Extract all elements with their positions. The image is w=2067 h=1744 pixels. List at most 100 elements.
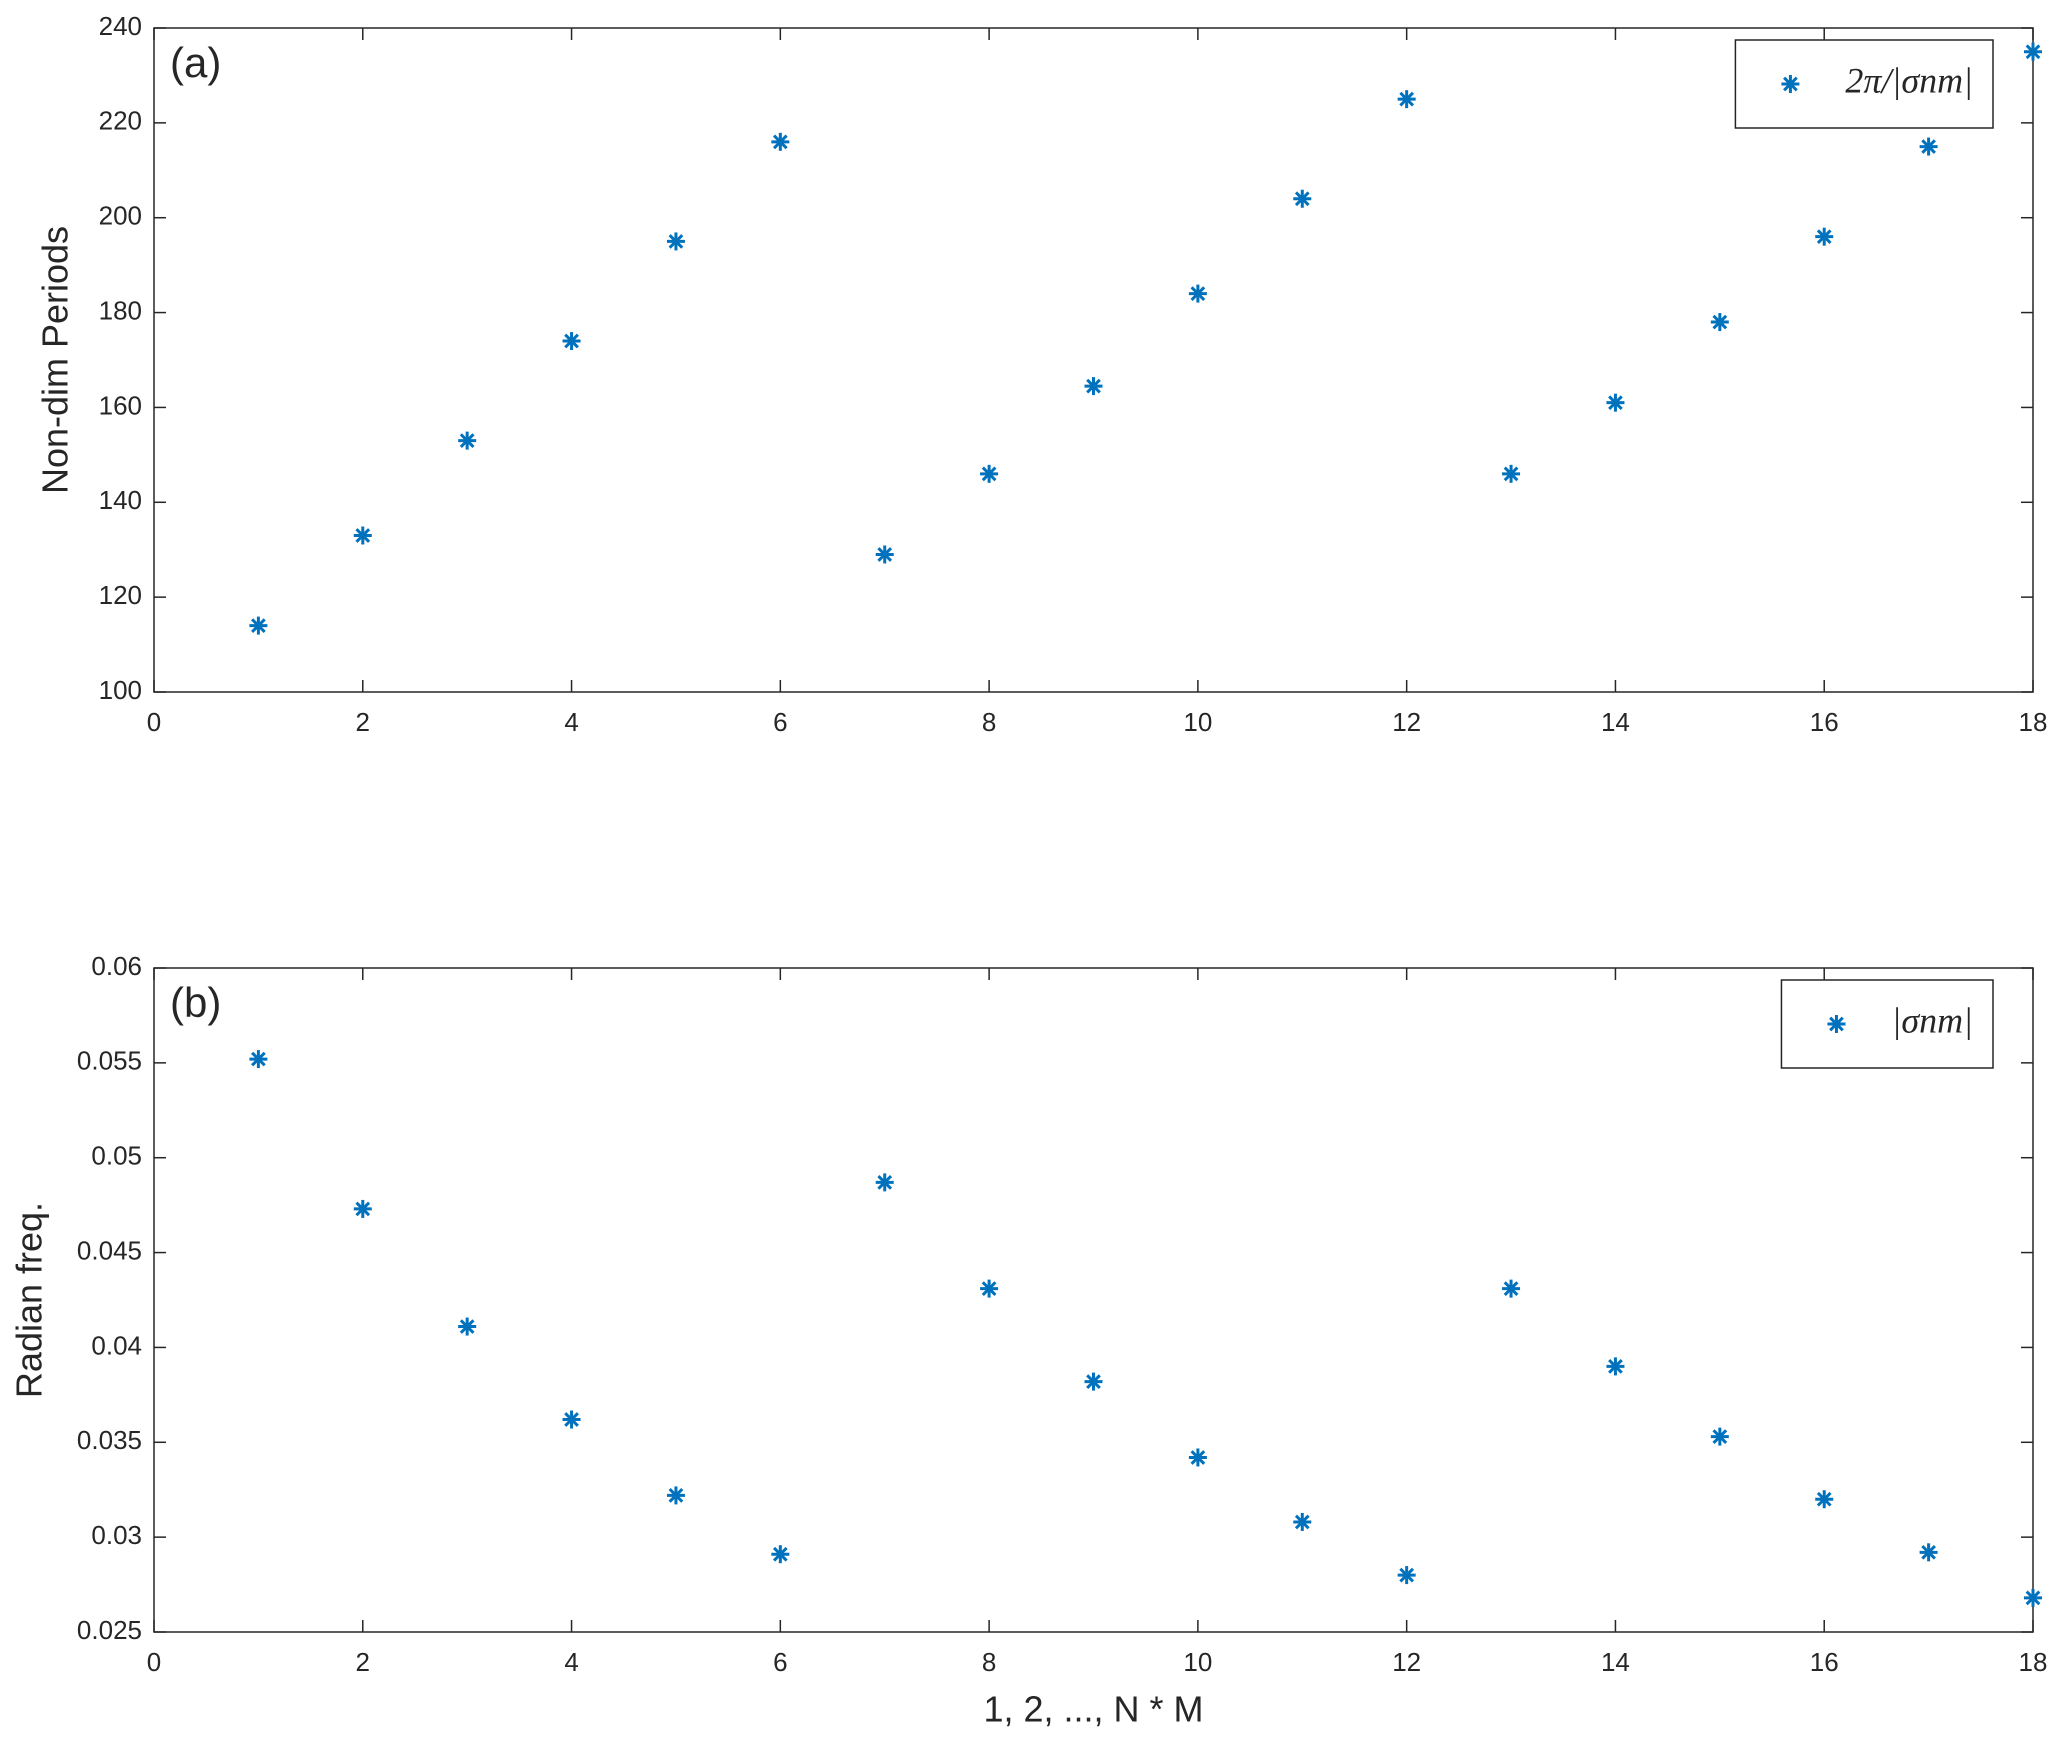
y-tick-label: 0.055 (77, 1046, 142, 1076)
marker-stroke (1816, 229, 1832, 245)
y-tick-label: 120 (99, 580, 142, 610)
marker-stroke (355, 528, 371, 543)
point (1815, 227, 1834, 246)
legend: |σnm| (1780, 979, 1994, 1069)
x-tick-label: 16 (1810, 1647, 1839, 1677)
marker-stroke (2025, 44, 2041, 60)
legend-box (1780, 979, 1994, 1069)
point (562, 1410, 581, 1429)
marker-stroke (981, 466, 997, 482)
point (875, 1173, 894, 1192)
point (1084, 1372, 1103, 1391)
y-tick-label: 240 (99, 11, 142, 41)
point (1397, 90, 1416, 109)
y-tick-label: 0.05 (91, 1141, 142, 1171)
x-tick-label: 8 (982, 707, 996, 737)
marker-stroke (459, 433, 475, 448)
point (1084, 377, 1103, 396)
x-axis-label: 1, 2, ..., N * M (983, 1689, 1203, 1730)
point (1293, 1512, 1312, 1531)
x-tick-label: 0 (147, 707, 161, 737)
point (2024, 42, 2042, 61)
point (980, 464, 999, 483)
y-tick-label: 0.03 (91, 1520, 142, 1550)
plot-area (153, 967, 2034, 1633)
x-tick-label: 6 (773, 1647, 787, 1677)
point (1397, 1566, 1416, 1585)
y-axis-label: Non-dim Periods (35, 226, 76, 494)
marker-stroke (1921, 1544, 1936, 1560)
marker-stroke (1712, 314, 1728, 330)
point (1919, 137, 1938, 156)
point (875, 545, 894, 564)
x-tick-label: 18 (2019, 707, 2048, 737)
x-tick-label: 10 (1183, 1647, 1212, 1677)
legend-label: 2π/|σnm| (1845, 60, 1973, 100)
marker-stroke (1190, 1450, 1206, 1465)
legend-box (1734, 39, 1994, 129)
y-tick-label: 0.04 (91, 1330, 142, 1360)
point (1502, 464, 1521, 483)
x-tick-label: 12 (1392, 1647, 1421, 1677)
marker-stroke (1190, 286, 1206, 301)
y-tick-label: 0.035 (77, 1425, 142, 1455)
y-axis-label: Radian freq. (9, 1202, 50, 1398)
legend-marker (1827, 1015, 1846, 1033)
y-tick-label: 100 (99, 675, 142, 705)
y-tick-label: 220 (99, 106, 142, 136)
x-tick-label: 6 (773, 707, 787, 737)
marker-stroke (668, 234, 684, 249)
x-tick-label: 18 (2019, 1647, 2048, 1677)
marker-stroke (1503, 466, 1519, 482)
x-tick-label: 0 (147, 1647, 161, 1677)
point (1293, 189, 1312, 208)
marker-stroke (1294, 191, 1310, 207)
marker-stroke (1712, 1429, 1728, 1444)
y-tick-label: 180 (99, 295, 142, 325)
marker-stroke (1608, 1359, 1623, 1374)
x-tick-label: 4 (564, 1647, 578, 1677)
marker-stroke (1399, 91, 1415, 107)
y-tick-label: 160 (99, 390, 142, 420)
x-tick-label: 16 (1810, 707, 1839, 737)
point (666, 232, 685, 251)
y-tick-label: 0.045 (77, 1235, 142, 1265)
x-tick-label: 14 (1601, 1647, 1630, 1677)
marker-stroke (1829, 1016, 1844, 1032)
point (1815, 1490, 1834, 1509)
point (458, 431, 477, 450)
marker-stroke (355, 1201, 371, 1217)
marker-stroke (251, 618, 266, 633)
x-tick-label: 4 (564, 707, 578, 737)
point (353, 526, 372, 545)
legend: 2π/|σnm| (1734, 39, 1994, 129)
marker-stroke (1503, 1281, 1519, 1296)
point (458, 1317, 477, 1336)
marker-stroke (1086, 1374, 1101, 1389)
panel-label: (a) (170, 39, 221, 86)
y-tick-label: 200 (99, 201, 142, 231)
marker-stroke (877, 1175, 893, 1190)
marker-stroke (1783, 76, 1798, 92)
point (1188, 1448, 1207, 1467)
point (1606, 393, 1625, 412)
marker-stroke (2025, 1590, 2041, 1606)
point (353, 1199, 372, 1218)
marker-stroke (1608, 395, 1623, 411)
marker-stroke (981, 1281, 997, 1296)
legend-marker (1781, 75, 1800, 93)
marker-stroke (877, 547, 893, 562)
point (249, 1050, 268, 1069)
x-tick-label: 2 (356, 707, 370, 737)
marker-stroke (772, 1546, 788, 1562)
x-tick-label: 12 (1392, 707, 1421, 737)
point (666, 1486, 685, 1505)
point (1606, 1357, 1625, 1376)
x-tick-label: 8 (982, 1647, 996, 1677)
marker-stroke (1294, 1514, 1310, 1530)
point (1502, 1279, 1521, 1298)
marker-stroke (564, 333, 579, 349)
point (562, 332, 581, 351)
x-tick-label: 10 (1183, 707, 1212, 737)
